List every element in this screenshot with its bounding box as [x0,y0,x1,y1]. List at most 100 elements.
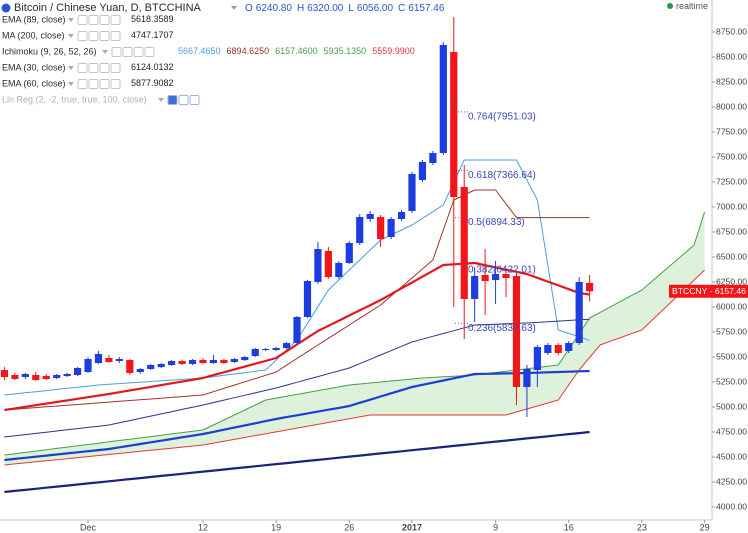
legend-value: 5559.9900 [372,46,415,56]
legend-values: 5877.9082 [131,78,174,88]
legend-button[interactable] [189,95,200,105]
candle-body [554,345,562,353]
candle-body [523,369,531,387]
candle-body [21,374,29,377]
candle-body [356,217,364,243]
legend-button[interactable] [99,63,110,73]
legend-dropdown[interactable] [68,18,74,22]
candle-body [105,358,113,362]
legend-button[interactable] [88,79,99,89]
legend-values: 4747.1707 [131,30,174,40]
y-tick-label: 6000.00 [716,301,747,311]
legend-button[interactable] [77,31,88,41]
y-tick-label: 6250.00 [716,276,747,286]
candle-body [272,348,280,350]
fib-label: 0.618(7366.64) [468,170,536,181]
legend-button[interactable] [77,63,88,73]
legend-dropdown[interactable] [68,66,74,70]
legend-button[interactable] [99,31,110,41]
indicator-line [4,261,590,412]
legend-button[interactable] [99,15,110,25]
legend-values: 5667.4650 6894.6250 6157.4600 5935.1350 5559… [178,46,415,56]
legend-name: Ichimoku (9, 26, 52, 26) [2,46,97,56]
candle-body [126,360,134,373]
candle-body [303,281,312,317]
plot-area: 0.764(7951.03) 0.618(7366.64) 0.5(6894.33)… [0,17,706,494]
candle-body [293,317,301,343]
status-dot [667,3,673,9]
y-tick-label: 5000.00 [716,401,747,411]
legend-button[interactable] [178,95,189,105]
legend-name: MA (200, close) [2,30,65,40]
candle-body [282,343,291,348]
candle-body [11,375,19,379]
y-tick-label: 7250.00 [716,176,747,186]
candle-body [157,364,165,367]
legend-button[interactable] [110,31,121,41]
legend-dropdown[interactable] [68,34,74,38]
candle-body [147,365,155,369]
candle-body [199,360,207,363]
candle-body [471,276,479,299]
candle-body [251,349,259,356]
legend-dropdown[interactable] [158,98,164,102]
fib-label: 0.764(7951.03) [468,112,536,123]
legend-value: 5935.1350 [324,46,367,56]
legend-button[interactable] [77,15,88,25]
y-tick-label: 4250.00 [716,476,747,486]
title-dropdown[interactable] [231,6,237,10]
legend-button[interactable] [88,63,99,73]
legend-button[interactable] [110,79,121,89]
ohlc-value: 6157.46 [408,3,445,14]
legend-button[interactable] [110,15,121,25]
candle-body [63,374,71,376]
ohlc-value: 6056.00 [357,3,394,14]
legend-button[interactable] [144,47,155,57]
legend-name: EMA (30, close) [2,62,66,72]
candle-body [460,187,468,299]
y-tick-label: 7000.00 [716,201,747,211]
legend-button[interactable] [77,79,88,89]
candle-body [220,360,228,363]
x-tick-label: 29 [700,522,710,532]
y-tick-label: 8500.00 [716,51,747,61]
legend-button[interactable] [122,47,133,57]
ohlc-header: O 6240.80 H 6320.00 L 6056.00 C 6157.46 [245,3,445,14]
candle-body [209,360,218,363]
ohlc-letter: C [398,3,405,14]
fib-label: 0.236(5837.63) [468,323,536,334]
y-tick-label: 8750.00 [716,26,747,36]
legend-button[interactable] [99,79,110,89]
y-tick-label: 4750.00 [716,426,747,436]
legend-button[interactable] [88,15,99,25]
candle-body [115,359,123,361]
candle-body [502,274,510,278]
legend-button[interactable] [110,63,121,73]
legend-button[interactable] [88,31,99,41]
candle-body [575,282,583,343]
indicator-line [4,211,706,456]
candle-body [512,276,521,387]
indicator-line [4,189,590,411]
candle-body [408,174,416,211]
candle-body [387,219,395,237]
legend-value: 6157.4600 [275,46,318,56]
indicator-line [4,269,705,466]
y-tick-label: 5750.00 [716,326,747,336]
legend-button[interactable] [167,95,178,105]
legend-dropdown[interactable] [102,50,108,54]
x-tick-label: 23 [637,522,647,532]
candle-body [314,249,322,282]
candle-body [481,275,489,281]
candle-body [491,274,500,280]
legend-value: 4747.1707 [131,30,174,40]
candle-body [262,349,270,350]
legend-values: 5618.3589 [131,14,174,24]
legend-dropdown[interactable] [68,82,74,86]
price-tag-box [669,284,748,298]
legend-button[interactable] [111,47,122,57]
candle-body [544,345,552,353]
fib-label: 0.382(6422.01) [468,264,536,275]
legend-button[interactable] [133,47,144,57]
candle-body [418,162,427,180]
